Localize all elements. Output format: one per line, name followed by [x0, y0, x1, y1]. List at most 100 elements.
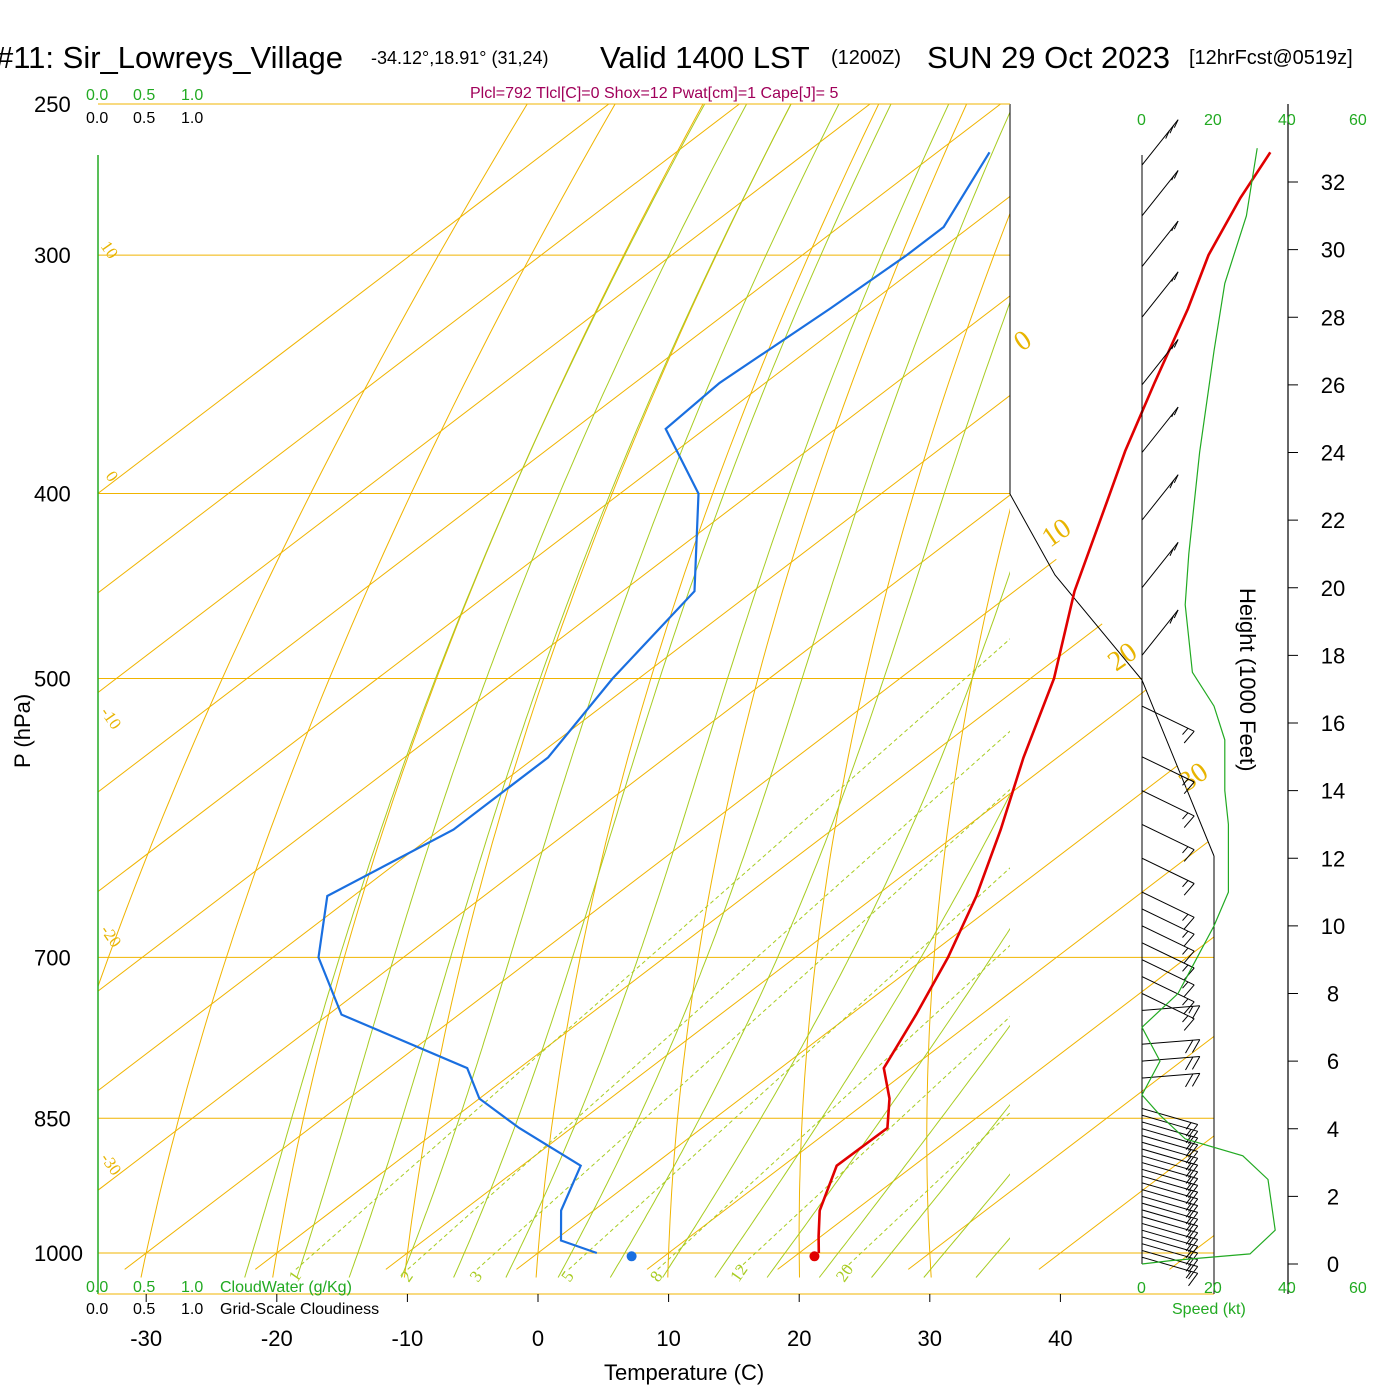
- isotherm-line: [907, 104, 1214, 1270]
- moist-adiabat-line: [975, 1237, 1010, 1278]
- bottom-cloudiness-tick-2: 1.0: [181, 1301, 203, 1318]
- surface-temperature-marker: [809, 1251, 820, 1262]
- height-tick-label: 22: [1321, 508, 1345, 533]
- moist-adiabat-grid: [244, 104, 1010, 1278]
- dry-adiabat-line: [667, 104, 968, 1278]
- dry-adiabat-line: [140, 104, 616, 1278]
- isotherm-line: [646, 104, 1214, 1270]
- wind-barb: [1141, 1155, 1199, 1185]
- cloudiness-label: Grid-Scale Cloudiness: [220, 1301, 379, 1318]
- dry-adiabat-line: [926, 508, 1010, 1278]
- moist-adiabat-line: [871, 1103, 1010, 1278]
- height-tick-label: 0: [1327, 1252, 1339, 1277]
- moist-adiabat-line: [505, 104, 950, 1278]
- top-cloudwater-tick-0: 0.0: [86, 87, 108, 104]
- station-location: -34.12°,18.91° (31,24): [371, 48, 549, 68]
- top-cloudiness-tick-0: 0.0: [86, 110, 108, 127]
- bottom-cloudiness-tick-0: 0.0: [86, 1301, 108, 1318]
- height-tick-label: 16: [1321, 711, 1345, 736]
- wind-barb: [1141, 1162, 1199, 1192]
- moist-adiabat-line: [609, 300, 1010, 1278]
- height-tick-label: 32: [1321, 170, 1345, 195]
- wind-barb: [1141, 976, 1195, 1014]
- isotherm-line: [98, 104, 610, 1270]
- dry-adiabat-label: -30: [97, 1149, 126, 1178]
- isotherm-line: [124, 104, 1214, 1270]
- speed-tick-bottom-3: 60: [1349, 1280, 1367, 1297]
- mixing-ratio-label: 5: [557, 1267, 577, 1285]
- moist-adiabat-line: [923, 1173, 1010, 1278]
- moist-adiabat-line: [453, 104, 892, 1278]
- height-tick-label: 14: [1321, 779, 1345, 804]
- temperature-tick-label: 0: [532, 1326, 544, 1351]
- temperature-tick-label: 20: [787, 1326, 811, 1351]
- speed-tick-top-1: 20: [1204, 112, 1222, 129]
- dry-adiabat-label: 0: [1008, 324, 1037, 357]
- pressure-tick-label: 300: [34, 243, 71, 268]
- station-title: #11: Sir_Lowreys_Village: [0, 40, 343, 75]
- isotherm-grid: [98, 104, 1214, 1270]
- wind-barb: [1141, 959, 1195, 997]
- dry-adiabat-line: [272, 104, 704, 1278]
- mixing-ratio-grid: [295, 638, 1010, 1270]
- mixing-ratio-labels: 1 2 3 5 8 12 20: [285, 1260, 858, 1285]
- height-tick-label: 4: [1327, 1117, 1339, 1142]
- forecast-run: [12hrFcst@0519z]: [1189, 47, 1353, 69]
- pressure-axis-label: P (hPa): [10, 694, 35, 768]
- wind-barb: [1141, 1182, 1199, 1212]
- pressure-tick-label: 700: [34, 945, 71, 970]
- mixing-ratio-label: 20: [832, 1260, 857, 1285]
- moist-adiabat-line: [818, 1024, 1010, 1278]
- dry-adiabat-label: 10: [97, 237, 122, 262]
- moist-adiabat-line: [662, 570, 1010, 1278]
- wind-barb: [1141, 993, 1195, 1031]
- wind-barb: [1141, 1128, 1199, 1158]
- wind-speed-profile-line: [1141, 148, 1276, 1265]
- temperature-tick-label: 30: [918, 1326, 942, 1351]
- moist-adiabat-line: [348, 104, 792, 1278]
- speed-tick-top-2: 40: [1278, 112, 1296, 129]
- bottom-cloudiness-tick-1: 0.5: [133, 1301, 155, 1318]
- temperature-axis-ticks: -30 -20 -10 0 10 20 30 40: [130, 1294, 1073, 1351]
- speed-tick-bottom-0: 0: [1137, 1280, 1146, 1297]
- wind-barb: [1141, 756, 1195, 795]
- wind-barb: [1141, 942, 1195, 981]
- wind-barb: [1141, 339, 1179, 386]
- isotherm-line: [1038, 104, 1214, 1270]
- height-tick-label: 24: [1321, 441, 1345, 466]
- wind-barb: [1141, 1202, 1199, 1232]
- wind-barb: [1141, 1189, 1199, 1219]
- wind-barbs: [1141, 119, 1201, 1287]
- wind-barb: [1141, 1175, 1199, 1205]
- forecast-date: SUN 29 Oct 2023: [927, 40, 1170, 75]
- valid-time: Valid 1400 LST: [600, 40, 810, 75]
- wind-barb: [1141, 220, 1179, 267]
- cloudwater-label: CloudWater (g/Kg): [220, 1279, 352, 1296]
- bottom-cloudwater-tick-2: 1.0: [181, 1279, 203, 1296]
- moist-adiabat-line: [766, 927, 1010, 1278]
- wind-barb: [1141, 1222, 1199, 1253]
- temperature-tick-label: 40: [1048, 1326, 1072, 1351]
- mixing-ratio-line: [476, 788, 1010, 1270]
- wind-barb: [1141, 1168, 1199, 1199]
- bottom-cloudwater-tick-0: 0.0: [86, 1279, 108, 1296]
- wind-barb: [1141, 1056, 1201, 1071]
- isotherm-line: [516, 104, 1214, 1270]
- wind-barb: [1141, 908, 1195, 947]
- dewpoint-series-line: [317, 151, 991, 1255]
- height-tick-label: 8: [1327, 982, 1339, 1007]
- dry-adiabat-line: [535, 104, 880, 1278]
- wind-barb: [1141, 790, 1195, 828]
- height-tick-label: 20: [1321, 576, 1345, 601]
- isotherm-line: [98, 104, 740, 1270]
- wind-barb: [1141, 823, 1195, 862]
- wind-barb: [1141, 170, 1179, 217]
- wind-barb: [1141, 1216, 1199, 1246]
- height-tick-label: 26: [1321, 373, 1345, 398]
- wind-barb: [1141, 119, 1179, 166]
- isotherm-line: [1169, 104, 1214, 1270]
- moist-adiabat-line: [400, 104, 840, 1278]
- moist-adiabat-line: [557, 110, 1010, 1278]
